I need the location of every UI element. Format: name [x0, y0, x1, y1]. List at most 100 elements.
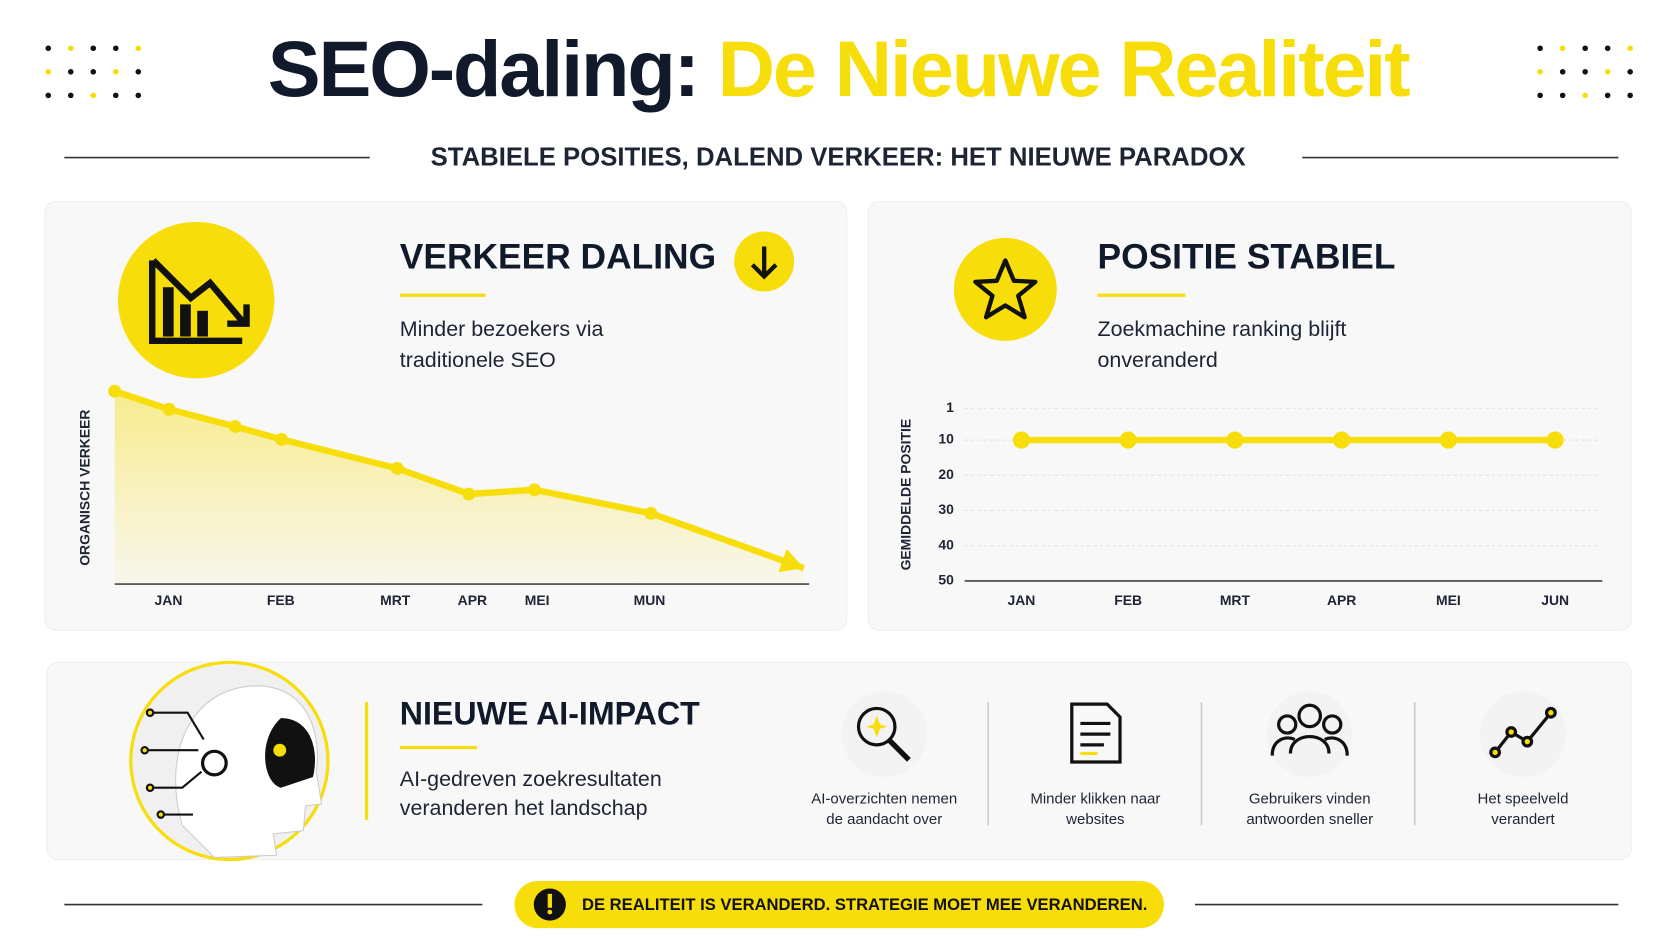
dot: [45, 92, 52, 99]
point: [527, 483, 541, 497]
banner: [514, 880, 1164, 929]
point: [108, 384, 122, 398]
panel-text: Minder bezoekers via: [400, 317, 604, 341]
dot: [67, 45, 74, 52]
point: [162, 402, 176, 416]
arrow-head: [778, 548, 804, 573]
y-tick-label: 50: [938, 572, 954, 588]
ai-visor: [265, 718, 315, 788]
point: [1012, 431, 1030, 449]
x-tick-label: MRT: [1220, 592, 1251, 608]
panel: [46, 661, 1632, 861]
icon-circle: [953, 237, 1057, 341]
x-tick-label: JAN: [1007, 592, 1035, 608]
dot: [1537, 92, 1543, 99]
x-tick-label: JAN: [155, 592, 183, 608]
alert-icon: [547, 909, 553, 915]
x-tick-label: MUN: [634, 592, 666, 608]
ai-circuits: [140, 708, 205, 819]
dot: [135, 45, 142, 52]
x-tick-label: APR: [1327, 592, 1356, 608]
x-tick-label: APR: [458, 592, 487, 608]
ai-ear: [200, 749, 228, 777]
title-highlight: De Nieuwe Realiteit: [718, 24, 1411, 113]
title: SEO-daling: De Nieuwe Realiteit: [268, 24, 1411, 113]
dot: [112, 69, 119, 75]
panel-title: NIEUWE AI-IMPACT: [400, 695, 700, 731]
x-tick-label: MRT: [380, 592, 411, 608]
panel: [867, 200, 1632, 631]
dot: [1627, 69, 1633, 75]
alert-icon: [547, 893, 552, 908]
banner-text: DE REALITEIT IS VERANDERD. STRATEGIE MOE…: [582, 895, 1147, 914]
underline: [399, 293, 486, 297]
subtitle: STABIELE POSITIES, DALEND VERKEER: HET N…: [431, 143, 1246, 171]
dot: [90, 92, 97, 99]
point: [1333, 431, 1351, 449]
item-label: de aandacht over: [826, 811, 942, 828]
point: [228, 420, 242, 433]
dot: [1559, 69, 1566, 75]
panel-text: AI-gedreven zoekresultaten: [400, 767, 662, 791]
item-label: antwoorden sneller: [1246, 811, 1373, 828]
x-tick-label: MEI: [525, 592, 550, 608]
panel-text: onveranderd: [1098, 348, 1218, 372]
title-main: SEO-daling:: [268, 24, 698, 113]
item-label: AI-overzichten nemen: [811, 790, 957, 807]
x-tick-label: JUN: [1541, 592, 1569, 608]
dot: [1582, 92, 1588, 99]
y-tick-label: 10: [938, 431, 954, 447]
item-label: Het speelveld: [1478, 790, 1569, 807]
dot: [1627, 45, 1633, 52]
point: [275, 432, 288, 446]
dot: [1537, 45, 1543, 52]
icon-arrow-down: [750, 246, 778, 280]
dot: [1559, 92, 1566, 99]
dot: [1604, 69, 1611, 75]
point: [1439, 431, 1457, 449]
y-tick-label: 20: [938, 466, 954, 482]
dot: [90, 45, 97, 52]
panel-text: veranderen het landschap: [400, 796, 648, 820]
dot: [112, 45, 119, 52]
dot: [1627, 92, 1633, 99]
x-tick-label: FEB: [267, 592, 295, 608]
underline: [1097, 293, 1186, 297]
dot: [67, 69, 74, 75]
icon-trend-down: [149, 258, 250, 345]
panel-text: traditionele SEO: [400, 348, 556, 372]
point: [644, 506, 658, 520]
icon-circle: [117, 221, 275, 379]
point: [1226, 431, 1244, 449]
underline: [399, 745, 477, 750]
item-label: Gebruikers vinden: [1249, 790, 1371, 807]
panel-title: VERKEER DALING: [400, 238, 716, 277]
dot: [1604, 92, 1611, 99]
dot: [1559, 45, 1566, 52]
dot: [45, 45, 52, 52]
ai-eye: [273, 743, 287, 757]
icon-bars: [162, 287, 208, 337]
point: [1119, 431, 1137, 449]
panel-title: POSITIE STABIEL: [1098, 238, 1396, 277]
dot: [112, 92, 119, 99]
x-tick-label: MEI: [1436, 592, 1461, 608]
point: [390, 461, 404, 475]
y-tick-label: 40: [938, 536, 954, 552]
dot: [90, 69, 97, 75]
dot: [67, 92, 74, 99]
dot: [1537, 69, 1543, 75]
y-axis-label: GEMIDDELDE POSITIE: [897, 419, 913, 571]
point: [462, 487, 476, 501]
item-label: websites: [1065, 811, 1124, 828]
item-icons: [841, 691, 1566, 826]
y-axis-label: ORGANISCH VERKEER: [76, 410, 92, 566]
dot: [45, 69, 52, 75]
y-tick-label: 1: [946, 399, 954, 415]
dot: [1582, 69, 1588, 75]
dot: [135, 69, 142, 75]
y-tick-label: 30: [938, 501, 954, 517]
icon-star: [973, 258, 1038, 320]
item-label: verandert: [1491, 811, 1555, 828]
